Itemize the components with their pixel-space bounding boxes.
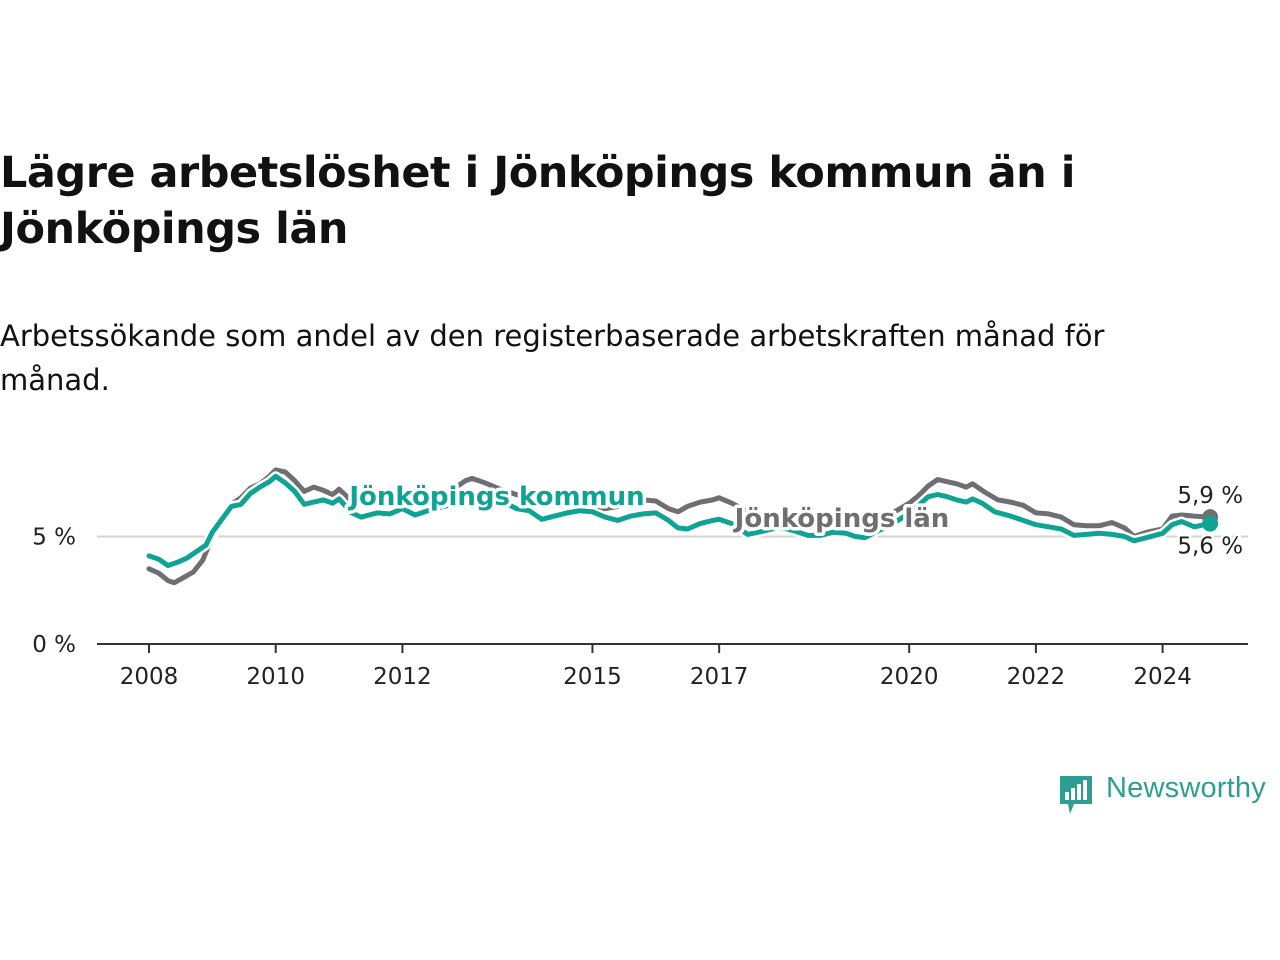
x-tick-label: 2008 [120, 664, 179, 690]
x-tick-label: 2010 [246, 664, 305, 690]
series-line-0 [146, 467, 1213, 586]
end-value-label: 5,6 % [1177, 534, 1243, 560]
axes: 0 % 5 % 2008 2010 2012 2015 2017 2020 2022 2024 [32, 525, 1248, 690]
x-tick-label: 2020 [880, 664, 939, 690]
y-tick-label: 0 % [32, 632, 76, 658]
chart-title: Lägre arbetslöshet i Jönköpings kommun ä… [0, 148, 1075, 254]
x-tick-label: 2015 [563, 664, 622, 690]
newsworthy-chart-bubble-icon [1060, 776, 1092, 814]
newsworthy-logo: Newsworthy [1058, 770, 1266, 818]
end-value-label: 5,9 % [1177, 483, 1243, 509]
chart-labels: 5,9 % 5,6 % Jönköpings län Jönköpings kommu… [344, 479, 1246, 563]
series-name-label: Jönköpings kommun [347, 482, 644, 512]
series-line-1 [146, 473, 1213, 568]
chart-subtitle: Arbetssökande som andel av den registerb… [0, 319, 1105, 397]
series-name-label: Jönköpings län [733, 504, 950, 534]
series-end-dot-1 [1202, 515, 1219, 532]
x-tick-label: 2024 [1133, 664, 1192, 690]
x-tick-label: 2022 [1007, 664, 1066, 690]
x-tick-label: 2017 [690, 664, 749, 690]
line-chart: 0 % 5 % 2008 2010 2012 2015 2017 2020 2022 2024 5… [32, 464, 1248, 690]
y-tick-label: 5 % [32, 525, 76, 551]
brand-name: Newsworthy [1106, 772, 1266, 804]
series-lines [144, 464, 1219, 588]
x-tick-label: 2012 [373, 664, 432, 690]
